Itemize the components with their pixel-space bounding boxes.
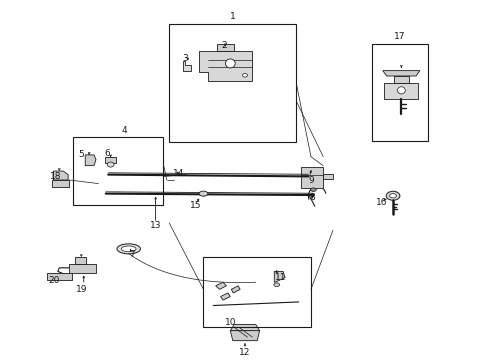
Ellipse shape <box>274 283 280 287</box>
Ellipse shape <box>386 191 400 200</box>
Polygon shape <box>217 44 234 51</box>
Text: 14: 14 <box>173 169 184 178</box>
Bar <box>169 24 296 142</box>
Bar <box>203 257 311 327</box>
Ellipse shape <box>122 246 136 252</box>
Text: 10: 10 <box>224 318 236 327</box>
Polygon shape <box>230 330 260 341</box>
Polygon shape <box>198 51 252 81</box>
Polygon shape <box>183 60 191 71</box>
Text: 20: 20 <box>49 276 60 285</box>
Polygon shape <box>220 293 230 300</box>
Text: 19: 19 <box>75 285 87 294</box>
Polygon shape <box>394 76 409 83</box>
Text: 6: 6 <box>104 149 110 158</box>
Polygon shape <box>231 286 240 293</box>
Ellipse shape <box>107 162 114 167</box>
Polygon shape <box>85 155 96 166</box>
Text: 12: 12 <box>239 348 251 357</box>
Polygon shape <box>274 271 285 282</box>
Polygon shape <box>53 171 68 180</box>
Bar <box>73 137 163 205</box>
Polygon shape <box>105 157 116 163</box>
Text: 8: 8 <box>310 193 315 202</box>
Polygon shape <box>52 180 69 187</box>
Ellipse shape <box>311 188 317 192</box>
Polygon shape <box>75 257 86 264</box>
Text: 4: 4 <box>122 126 127 135</box>
Text: 1: 1 <box>230 12 236 21</box>
Polygon shape <box>384 83 418 99</box>
Ellipse shape <box>117 244 141 254</box>
Text: 2: 2 <box>221 41 227 50</box>
Polygon shape <box>216 282 226 289</box>
Ellipse shape <box>243 73 247 77</box>
Polygon shape <box>301 167 323 188</box>
Text: 3: 3 <box>182 54 188 63</box>
Ellipse shape <box>397 87 405 94</box>
Text: 15: 15 <box>191 201 202 210</box>
Bar <box>372 44 428 140</box>
Polygon shape <box>69 264 96 273</box>
Text: 5: 5 <box>78 150 84 159</box>
Polygon shape <box>47 273 72 280</box>
Ellipse shape <box>225 59 235 68</box>
Text: 11: 11 <box>275 273 287 282</box>
Polygon shape <box>323 174 333 179</box>
Text: 18: 18 <box>49 172 61 181</box>
Polygon shape <box>230 324 260 330</box>
Text: 7: 7 <box>129 250 135 259</box>
Ellipse shape <box>390 194 396 198</box>
Text: 17: 17 <box>393 32 405 41</box>
Ellipse shape <box>199 191 208 196</box>
Polygon shape <box>383 71 420 76</box>
Text: 13: 13 <box>150 221 162 230</box>
Text: 16: 16 <box>376 198 388 207</box>
Text: 9: 9 <box>308 176 314 185</box>
